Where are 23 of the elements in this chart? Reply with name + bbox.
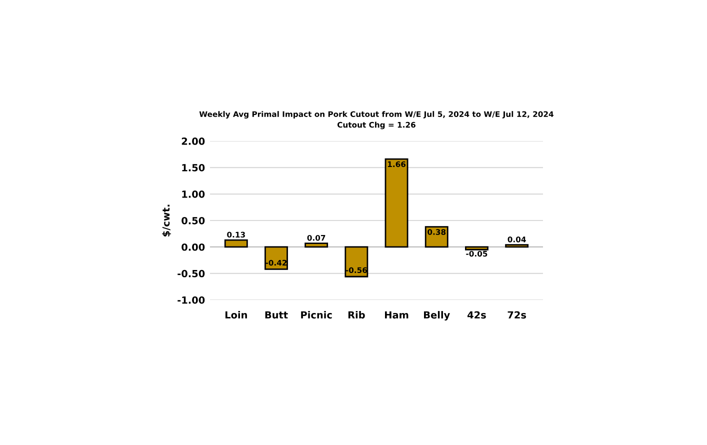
y-tick-label: 0.00 (182, 243, 205, 251)
x-tick-label: Ham (385, 311, 408, 319)
y-tick-label: 2.00 (182, 138, 205, 145)
bar (224, 239, 248, 248)
x-tick-label: Rib (348, 311, 365, 319)
x-tick-label: Butt (265, 311, 288, 319)
bar (344, 246, 368, 278)
bar (505, 244, 529, 248)
x-tick-label: Belly (424, 311, 450, 321)
x-tick-label: 42s (467, 311, 486, 319)
x-tick-label: Loin (225, 311, 247, 319)
bar (304, 242, 328, 248)
bar (424, 226, 448, 248)
y-tick-label: 0.50 (182, 216, 205, 224)
y-tick-label: 1.50 (182, 164, 205, 172)
y-axis-title: $/cwt. (162, 204, 171, 236)
x-tick-label: 72s (508, 311, 526, 319)
y-tick-label: 1.00 (182, 190, 205, 198)
x-tick-label: Picnic (301, 311, 332, 319)
y-tick-label: -1.00 (178, 296, 205, 304)
bar (464, 246, 488, 250)
y-tick-label: -0.50 (178, 270, 205, 278)
bar (384, 158, 408, 248)
